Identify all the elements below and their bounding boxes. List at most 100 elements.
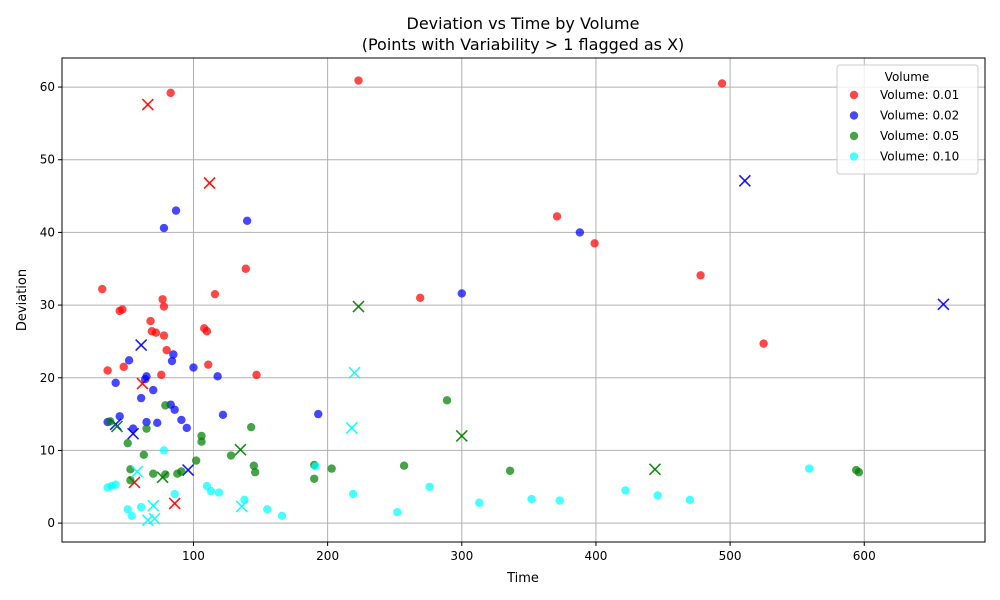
scatter-point <box>98 284 107 294</box>
legend-marker <box>849 90 859 100</box>
scatter-point <box>475 498 484 507</box>
scatter-point <box>126 476 135 485</box>
scatter-point <box>214 488 224 497</box>
y-tick-label: 20 <box>40 371 55 385</box>
flagged-x-marker <box>135 338 148 352</box>
scatter-point <box>106 417 115 426</box>
legend-entry-label: Volume: 0.10 <box>880 150 959 164</box>
flagged-x-marker <box>345 421 358 434</box>
scatter-point <box>197 431 206 441</box>
scatter-point <box>854 468 864 477</box>
scatter-point <box>159 331 169 340</box>
scatter-point <box>142 424 151 433</box>
flagged-x-stroke <box>352 300 365 313</box>
scatter-point <box>717 79 727 88</box>
scatter-point <box>399 461 409 470</box>
scatter-point <box>159 223 169 233</box>
series-group <box>106 300 864 485</box>
scatter-point <box>162 345 171 355</box>
scatter-point <box>213 372 222 381</box>
scatter-point <box>590 239 599 248</box>
flagged-x-marker <box>110 420 124 433</box>
scatter-point <box>118 305 127 314</box>
scatter-point <box>759 339 768 348</box>
scatter-point <box>250 468 260 477</box>
flagged-x-marker <box>348 366 361 379</box>
y-tick-label: 30 <box>40 298 55 312</box>
flagged-x-stroke <box>648 463 662 476</box>
scatter-point <box>127 511 136 521</box>
scatter-point <box>124 356 134 365</box>
scatter-point <box>136 393 146 403</box>
scatter-point <box>119 362 128 372</box>
y-tick-label: 10 <box>40 443 55 457</box>
scatter-point <box>210 289 220 299</box>
scatter-point <box>415 293 425 303</box>
y-axis-title: Deviation <box>15 269 30 331</box>
scatter-point <box>263 505 272 514</box>
scatter-point <box>246 422 256 432</box>
scatter-point <box>197 437 206 446</box>
scatter-point <box>169 350 178 359</box>
scatter-point <box>142 372 151 381</box>
flagged-x-marker <box>352 300 365 313</box>
scatter-point <box>354 76 363 85</box>
flagged-x-stroke <box>203 176 216 190</box>
y-tick-label: 50 <box>40 153 55 167</box>
scatter-point <box>226 451 236 460</box>
scatter-point <box>277 511 287 521</box>
scatter-point <box>115 412 124 421</box>
scatter-point <box>146 316 155 326</box>
scatter-point <box>805 464 814 473</box>
scatter-point <box>161 401 170 410</box>
plot-area <box>98 76 950 527</box>
scatter-point <box>314 409 323 419</box>
scatter-point <box>327 464 336 473</box>
flagged-x-stroke <box>141 98 154 111</box>
scatter-point <box>348 489 358 499</box>
scatter-point <box>310 474 319 483</box>
x-tick-label: 600 <box>853 549 876 563</box>
scatter-point <box>311 462 320 471</box>
flagged-x-marker <box>156 471 169 484</box>
scatter-point <box>527 494 536 504</box>
scatter-point <box>159 302 169 311</box>
scatter-point <box>103 366 112 375</box>
scatter-point <box>696 271 705 280</box>
flagged-x-stroke <box>937 298 950 311</box>
chart-title: Deviation vs Time by Volume <box>407 14 640 33</box>
scatter-point <box>123 505 132 514</box>
flagged-x-stroke <box>348 366 361 379</box>
scatter-point <box>555 496 564 505</box>
scatter-point <box>552 212 562 221</box>
flagged-x-stroke <box>135 338 148 352</box>
scatter-point <box>457 289 466 298</box>
axis-ticks: 100 200 300 400 500 600 0 10 20 30 40 50 60 <box>40 80 876 563</box>
scatter-point <box>159 446 169 455</box>
flagged-x-stroke <box>168 497 181 510</box>
scatter-point <box>189 363 198 372</box>
scatter-point <box>425 482 434 491</box>
scatter-point <box>126 465 135 474</box>
scatter-point <box>252 370 261 380</box>
scatter-point <box>142 417 151 427</box>
scatter-point <box>167 356 177 366</box>
x-tick-label: 300 <box>450 549 473 563</box>
scatter-point <box>177 467 186 476</box>
flagged-x-marker <box>168 497 181 510</box>
scatter-point <box>621 486 630 495</box>
legend: Volume Volume: 0.01 Volume: 0.02 Volume: 0… <box>836 64 979 175</box>
scatter-point <box>158 295 167 304</box>
flagged-x-stroke <box>235 500 248 513</box>
scatter-point <box>149 469 158 478</box>
scatter-point <box>149 385 158 395</box>
scatter-point <box>202 327 212 336</box>
legend-marker <box>849 152 859 161</box>
flagged-x-marker <box>455 429 468 442</box>
scatter-point <box>139 450 149 459</box>
flagged-x-stroke <box>147 499 160 512</box>
scatter-point <box>182 423 191 433</box>
scatter-point <box>153 418 162 428</box>
scatter-point <box>249 461 259 470</box>
flagged-x-stroke <box>156 471 169 484</box>
